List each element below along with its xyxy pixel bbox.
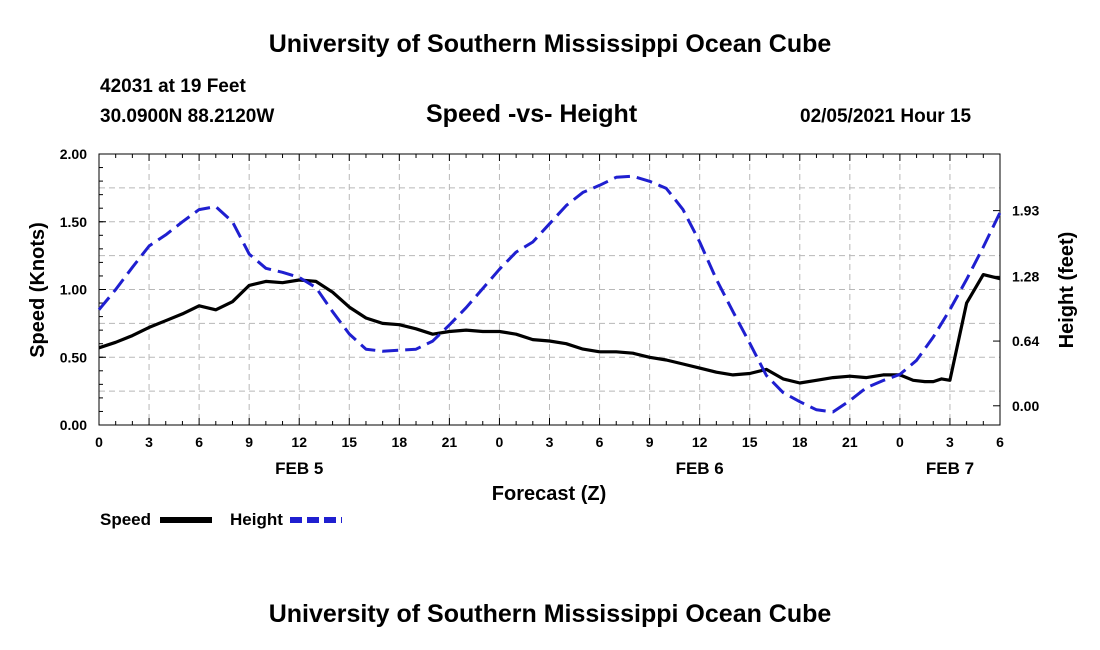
x-tick-label: 3 — [946, 434, 954, 450]
data-lines — [97, 174, 1002, 414]
x-tick-label: 15 — [742, 434, 758, 450]
day-label: FEB 7 — [926, 459, 974, 478]
y-right-tick-label: 0.00 — [1012, 398, 1039, 414]
x-tick-label: 6 — [195, 434, 203, 450]
height-series-line — [97, 174, 1002, 414]
x-tick-label: 12 — [692, 434, 708, 450]
grid-lines — [99, 154, 1000, 425]
x-tick-label: 21 — [842, 434, 858, 450]
y-right-tick-label: 1.28 — [1012, 268, 1039, 284]
date-label: 02/05/2021 Hour 15 — [800, 106, 972, 127]
speed-series-line — [98, 273, 1001, 385]
legend-height-label: Height — [230, 510, 283, 529]
x-tick-label: 6 — [996, 434, 1004, 450]
day-label: FEB 5 — [275, 459, 323, 478]
x-tick-label: 3 — [145, 434, 153, 450]
y-left-tick-label: 0.00 — [60, 417, 87, 433]
x-tick-label: 6 — [596, 434, 604, 450]
x-tick-label: 15 — [341, 434, 357, 450]
y-right-tick-label: 1.93 — [1012, 203, 1039, 219]
y-right-tick-label: 0.64 — [1012, 333, 1039, 349]
y-right-axis-label: Height (feet) — [1056, 232, 1078, 349]
x-tick-label: 0 — [496, 434, 504, 450]
y-left-tick-label: 0.50 — [60, 349, 87, 365]
y-left-axis-label: Speed (Knots) — [27, 222, 49, 358]
y-left-tick-label: 1.50 — [60, 214, 87, 230]
x-tick-label: 0 — [896, 434, 904, 450]
x-axis-label: Forecast (Z) — [492, 483, 606, 505]
station-label: 42031 at 19 Feet — [100, 76, 246, 97]
bottom-title: University of Southern Mississippi Ocean… — [268, 600, 832, 628]
legend: Speed Height — [100, 510, 342, 529]
x-tick-label: 0 — [95, 434, 103, 450]
chart-title: Speed -vs- Height — [426, 100, 638, 128]
x-tick-label: 18 — [792, 434, 808, 450]
coordinates-label: 30.0900N 88.2120W — [100, 106, 275, 127]
x-tick-label: 18 — [392, 434, 408, 450]
x-tick-label: 9 — [646, 434, 654, 450]
legend-speed-label: Speed — [100, 510, 151, 529]
x-tick-label: 9 — [245, 434, 253, 450]
top-title: University of Southern Mississippi Ocean… — [268, 30, 832, 58]
y-left-tick-label: 2.00 — [60, 146, 87, 162]
axis-ticks: 0 3 6 9 12 15 18 21 0 3 6 9 12 15 18 21 0 3 6 FEB 5 FEB 6 FEB… — [60, 146, 1040, 478]
y-left-tick-label: 1.00 — [60, 282, 87, 298]
x-tick-label: 12 — [291, 434, 307, 450]
x-tick-label: 3 — [546, 434, 554, 450]
day-label: FEB 6 — [676, 459, 724, 478]
x-tick-label: 21 — [442, 434, 458, 450]
